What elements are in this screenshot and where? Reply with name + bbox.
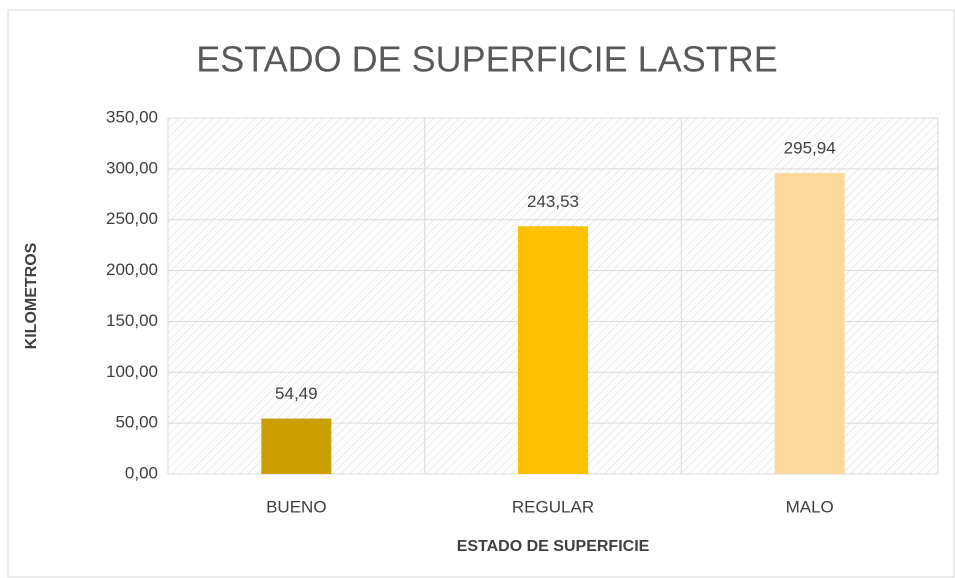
chart-title: ESTADO DE SUPERFICIE LASTRE [196, 39, 777, 80]
data-label: 295,94 [784, 138, 836, 157]
bar [518, 226, 588, 474]
y-tick-label: 300,00 [106, 158, 158, 177]
bar [261, 418, 332, 474]
y-tick-label: 50,00 [115, 413, 158, 432]
x-tick-label: REGULAR [512, 497, 594, 516]
data-label: 243,53 [527, 192, 579, 211]
data-label: 54,49 [275, 384, 318, 403]
y-axis-title: KILOMETROS [23, 242, 40, 349]
bar [774, 172, 845, 474]
y-tick-label: 0,00 [125, 463, 158, 482]
x-tick-label: BUENO [266, 497, 326, 516]
y-tick-label: 250,00 [106, 209, 158, 228]
y-tick-label: 100,00 [106, 362, 158, 381]
x-axis-title: ESTADO DE SUPERFICIE [457, 538, 650, 555]
x-tick-label: MALO [786, 497, 834, 516]
y-tick-label: 350,00 [106, 107, 158, 126]
y-tick-label: 200,00 [106, 260, 158, 279]
y-tick-label: 150,00 [106, 311, 158, 330]
